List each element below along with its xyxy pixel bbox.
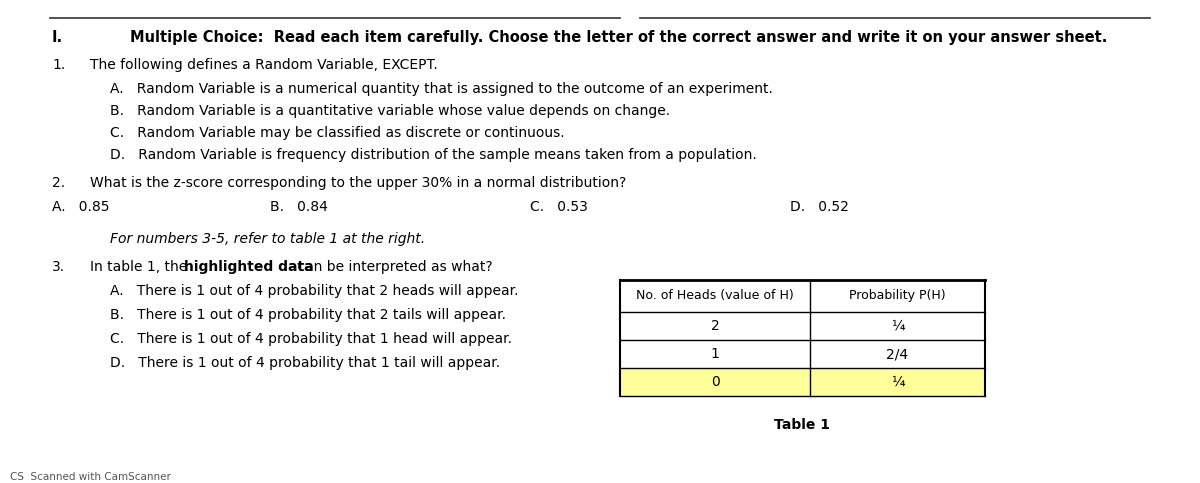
Text: I.: I. [52, 30, 64, 45]
Text: CS  Scanned with CamScanner: CS Scanned with CamScanner [10, 472, 170, 482]
Text: A.   0.85: A. 0.85 [52, 200, 109, 214]
Text: No. of Heads (value of H): No. of Heads (value of H) [636, 289, 794, 302]
Text: 0: 0 [710, 375, 719, 389]
Text: What is the z-score corresponding to the upper 30% in a normal distribution?: What is the z-score corresponding to the… [90, 176, 626, 190]
Text: In table 1, the: In table 1, the [90, 260, 192, 274]
Text: B.   Random Variable is a quantitative variable whose value depends on change.: B. Random Variable is a quantitative var… [110, 104, 670, 118]
Text: 1.: 1. [52, 58, 65, 72]
Text: Multiple Choice:  Read each item carefully. Choose the letter of the correct ans: Multiple Choice: Read each item carefull… [130, 30, 1108, 45]
Text: 2/4: 2/4 [887, 347, 908, 361]
Text: ¼: ¼ [890, 319, 905, 333]
Text: ¼: ¼ [890, 375, 905, 389]
Text: D.   Random Variable is frequency distribution of the sample means taken from a : D. Random Variable is frequency distribu… [110, 148, 757, 162]
Text: The following defines a Random Variable, EXCEPT.: The following defines a Random Variable,… [90, 58, 438, 72]
Text: For numbers 3-5, refer to table 1 at the right.: For numbers 3-5, refer to table 1 at the… [110, 232, 425, 246]
Text: can be interpreted as what?: can be interpreted as what? [293, 260, 493, 274]
Text: C.   0.53: C. 0.53 [530, 200, 588, 214]
Text: highlighted data: highlighted data [185, 260, 314, 274]
Text: A.   Random Variable is a numerical quantity that is assigned to the outcome of : A. Random Variable is a numerical quanti… [110, 82, 773, 96]
Text: A.   There is 1 out of 4 probability that 2 heads will appear.: A. There is 1 out of 4 probability that … [110, 284, 518, 298]
Text: C.   There is 1 out of 4 probability that 1 head will appear.: C. There is 1 out of 4 probability that … [110, 332, 512, 346]
Text: Probability P(H): Probability P(H) [850, 289, 946, 302]
Text: 2.: 2. [52, 176, 65, 190]
Text: Table 1: Table 1 [774, 418, 830, 432]
Bar [620, 368, 985, 396]
Text: D.   0.52: D. 0.52 [790, 200, 848, 214]
Text: C.   Random Variable may be classified as discrete or continuous.: C. Random Variable may be classified as … [110, 126, 565, 140]
Text: D.   There is 1 out of 4 probability that 1 tail will appear.: D. There is 1 out of 4 probability that … [110, 356, 500, 370]
Text: 2: 2 [710, 319, 719, 333]
Text: 1: 1 [710, 347, 720, 361]
Text: 3.: 3. [52, 260, 65, 274]
Text: B.   0.84: B. 0.84 [270, 200, 328, 214]
Text: B.   There is 1 out of 4 probability that 2 tails will appear.: B. There is 1 out of 4 probability that … [110, 308, 506, 322]
